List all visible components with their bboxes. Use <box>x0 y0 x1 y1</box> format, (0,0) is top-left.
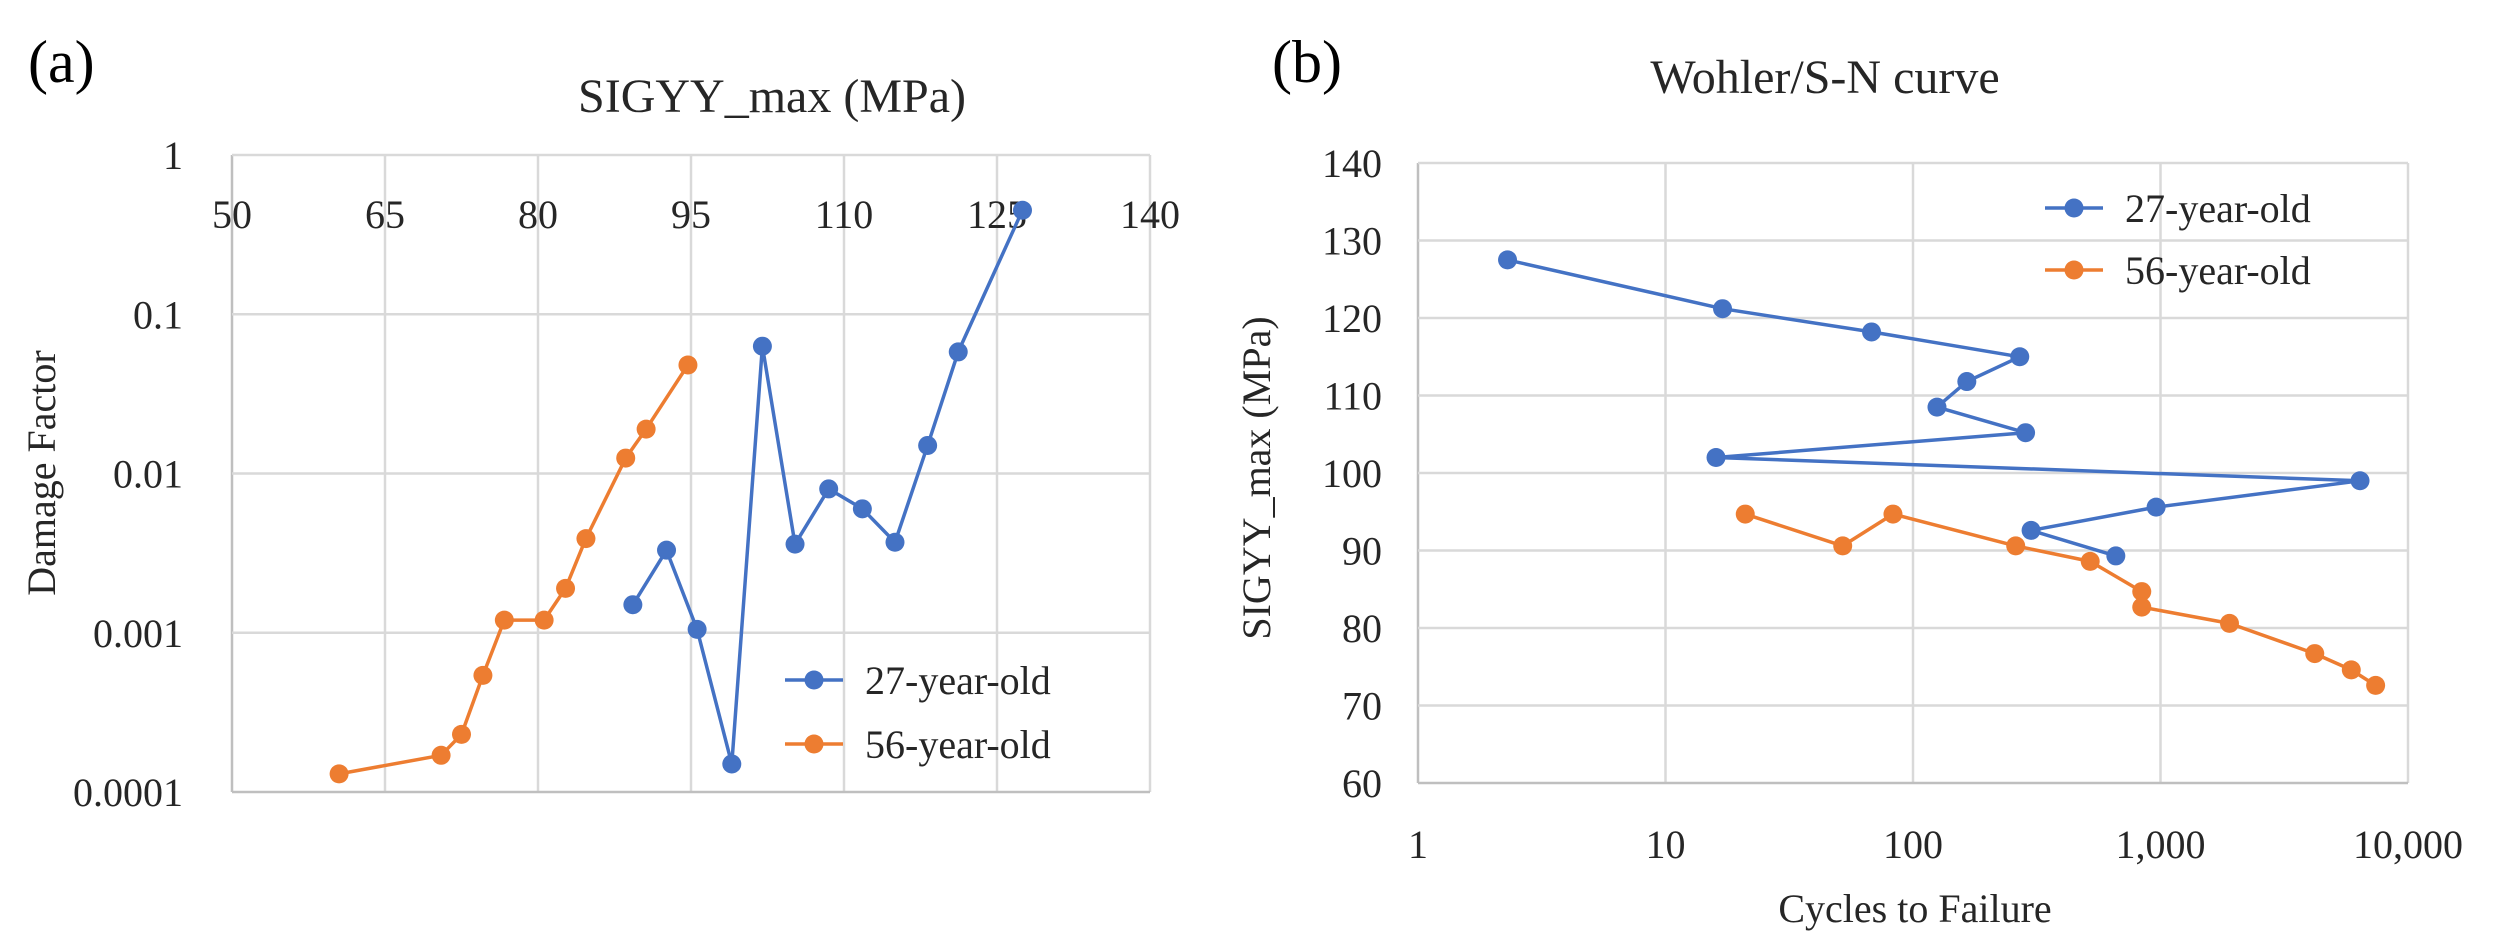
panel-a-data-point-27-year-old <box>1013 200 1032 220</box>
panel-b-data-point-27-year-old <box>2146 497 2166 517</box>
legend-label-27-year-old: 27-year-old <box>2125 186 2311 231</box>
panel-b-y-tick-label: 100 <box>1322 451 1382 496</box>
panel-b-gridlines <box>1416 161 2410 785</box>
panel-b-data-point-27-year-old <box>1927 397 1947 417</box>
panel-a-data-point-27-year-old <box>722 754 742 774</box>
panel-a-data-point-27-year-old <box>623 595 643 615</box>
panel-b-data-point-27-year-old <box>2010 347 2030 367</box>
panel-b-data-point-56-year-old <box>2132 582 2152 602</box>
panel-b-x-tick-label: 10,000 <box>2353 822 2463 867</box>
panel-b-y-tick-label: 140 <box>1322 141 1382 186</box>
panel-b-data-point-27-year-old <box>1957 372 1977 392</box>
panel-a-data-point-27-year-old <box>918 435 938 455</box>
panel-b-y-tick-label: 110 <box>1323 374 1382 419</box>
panel-a-data-point-56-year-old <box>678 355 698 375</box>
panel-b-y-tick-label: 60 <box>1342 761 1382 806</box>
panel-a-series-line-27-year-old <box>631 209 1025 766</box>
panel-b-y-tick-label: 130 <box>1322 219 1382 264</box>
panel-a-y-tick-label: 0.1 <box>133 292 183 337</box>
panel-a-data-point-27-year-old <box>885 532 905 552</box>
legend-label-27-year-old: 27-year-old <box>865 658 1051 703</box>
panel-b-x-tick-label: 10 <box>1646 822 1686 867</box>
panel-a-data-point-27-year-old <box>785 534 805 554</box>
legend-marker-56-year-old <box>2064 260 2084 280</box>
panel-b-title: Wohler/S-N curve <box>1650 51 1999 104</box>
panel-b-data-point-27-year-old <box>1862 322 1882 342</box>
panel-a-data-point-56-year-old <box>636 419 656 439</box>
panel-b-y-tick-label: 70 <box>1342 684 1382 729</box>
panel-a-data-point-27-year-old <box>852 499 872 519</box>
panel-b-data-point-27-year-old <box>2106 546 2126 566</box>
legend-marker-27-year-old <box>804 670 824 690</box>
panel-b-data-point-27-year-old <box>2021 520 2041 540</box>
panel-a-chart: (a) SIGYY_max (MPa) Damage Factor 50 65 80… <box>19 29 1180 815</box>
legend-marker-27-year-old <box>2064 198 2084 218</box>
panel-a-y-axis-label: Damage Factor <box>19 350 64 595</box>
panel-b-x-axis-label: Cycles to Failure <box>1778 886 2051 931</box>
panel-b-data-point-56-year-old <box>1833 536 1853 556</box>
panel-b-data-point-56-year-old <box>2219 613 2239 633</box>
panel-a-x-tick-label: 50 <box>212 192 252 237</box>
panel-a-x-tick-label: 95 <box>671 192 711 237</box>
panel-a-x-tick-label: 140 <box>1120 192 1180 237</box>
panel-b-data-point-27-year-old <box>1706 448 1726 467</box>
panel-a-y-tick-label: 0.01 <box>113 452 183 497</box>
legend-label-56-year-old: 56-year-old <box>2125 248 2311 293</box>
panel-a-x-tick-label: 80 <box>518 192 558 237</box>
panel-b-y-tick-label: 120 <box>1322 296 1382 341</box>
panel-a-legend: 27-year-old 56-year-old <box>785 658 1051 767</box>
panel-b-data-point-56-year-old <box>2132 597 2152 617</box>
panel-a-y-tick-label: 0.001 <box>93 611 183 656</box>
panel-b-y-axis-label: SIGYY_max (MPa) <box>1234 316 1279 639</box>
panel-a-data-point-27-year-old <box>687 619 707 639</box>
panel-b-legend: 27-year-old 56-year-old <box>2045 186 2311 293</box>
legend-label-56-year-old: 56-year-old <box>865 722 1051 767</box>
panel-a-data-point-56-year-old <box>431 745 451 765</box>
panel-b-chart: (b) Wohler/S-N curve Cycles to Failure S… <box>1234 29 2463 931</box>
panel-a-series-line-56-year-old <box>338 364 690 776</box>
panel-b-x-tick-label: 100 <box>1883 822 1943 867</box>
panel-b-x-tick-label: 1,000 <box>2116 822 2206 867</box>
panel-a-label: (a) <box>28 29 95 95</box>
panel-b-data-point-27-year-old <box>1498 250 1518 270</box>
panel-a-title: SIGYY_max (MPa) <box>578 70 966 123</box>
panel-a-x-tick-label: 65 <box>365 192 405 237</box>
panel-a-data-point-27-year-old <box>657 540 677 560</box>
legend-marker-56-year-old <box>804 734 824 754</box>
panel-a-y-tick-label: 0.0001 <box>73 770 183 815</box>
panel-b-data-point-56-year-old <box>2341 660 2361 680</box>
panel-b-y-tick-label: 80 <box>1342 606 1382 651</box>
panel-b-data-point-56-year-old <box>2366 675 2386 695</box>
panel-a-y-tick-label: 1 <box>163 133 183 178</box>
panel-a-data-point-56-year-old <box>494 610 514 630</box>
panel-b-data-point-56-year-old <box>2006 536 2026 556</box>
panel-a-data-point-27-year-old <box>752 336 772 356</box>
panel-a-data-point-27-year-old <box>948 342 968 362</box>
panel-b-data-point-27-year-old <box>2016 423 2036 443</box>
panel-a-data-point-56-year-old <box>534 610 554 630</box>
panel-a-data-point-56-year-old <box>576 529 596 549</box>
panel-b-label: (b) <box>1272 29 1342 95</box>
panel-b-x-tick-label: 1 <box>1408 822 1428 867</box>
panel-b-data-point-56-year-old <box>2305 644 2325 664</box>
panel-a-data-point-27-year-old <box>819 479 839 499</box>
panel-a-data-point-56-year-old <box>473 665 493 685</box>
panel-a-data-point-56-year-old <box>616 448 636 468</box>
panel-b-data-point-27-year-old <box>1713 299 1733 319</box>
panel-a-data-point-56-year-old <box>556 578 576 598</box>
panel-a-x-tick-label: 110 <box>815 192 874 237</box>
panel-b-data-point-56-year-old <box>2080 551 2100 571</box>
panel-a-data-point-56-year-old <box>329 764 349 784</box>
panel-b-series-line-27-year-old <box>1507 258 2362 558</box>
panel-a-data-point-56-year-old <box>452 724 471 744</box>
panel-b-y-tick-label: 90 <box>1342 529 1382 574</box>
panel-b-data-point-56-year-old <box>1735 504 1755 524</box>
panel-b-data-point-27-year-old <box>2350 471 2370 491</box>
panel-b-data-point-56-year-old <box>1883 504 1903 524</box>
